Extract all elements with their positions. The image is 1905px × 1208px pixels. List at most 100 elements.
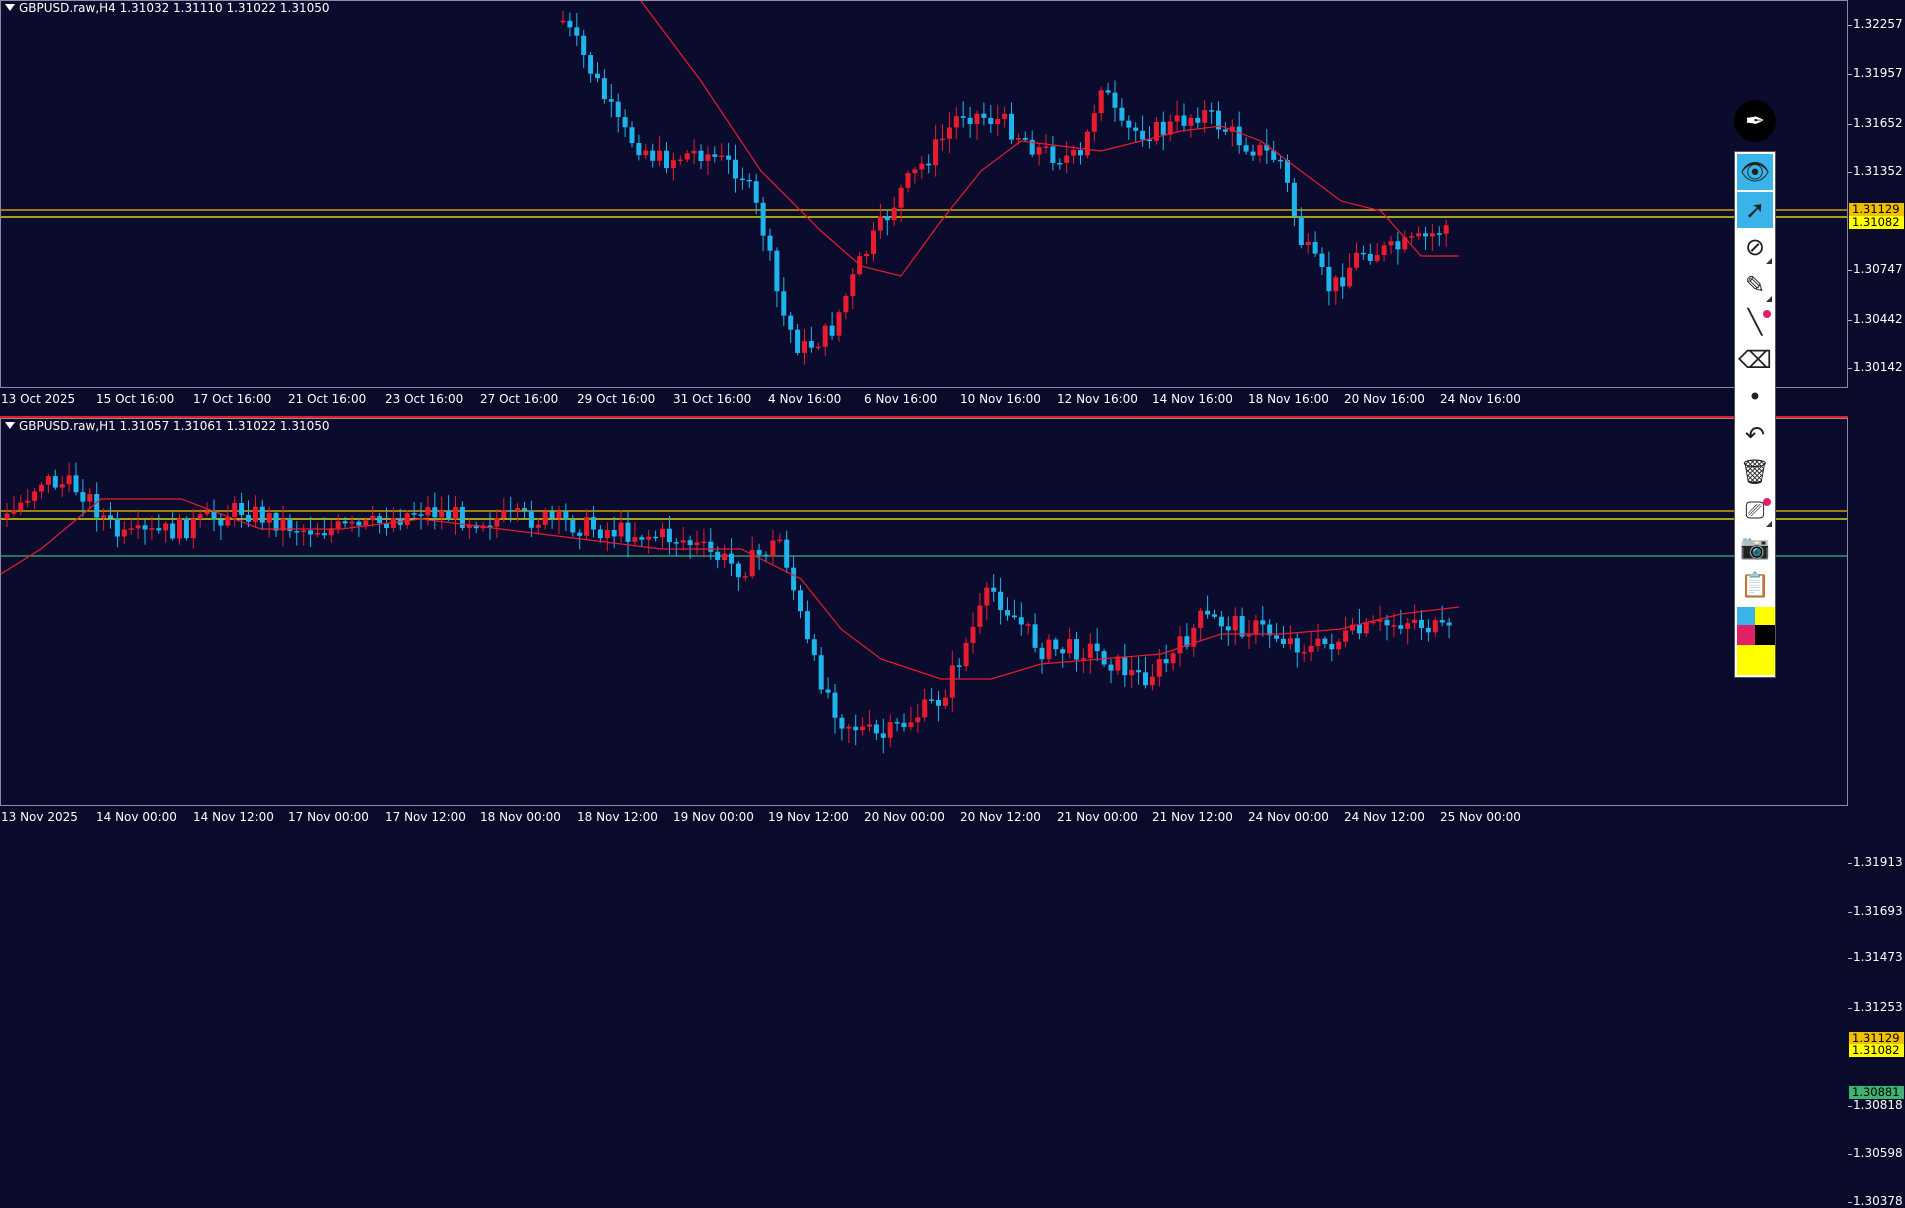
cursor-arrow-icon[interactable]: ➚: [1737, 191, 1773, 228]
candle: [763, 551, 769, 563]
pen-nib-logo-icon[interactable]: ✒: [1734, 100, 1776, 142]
candle: [995, 104, 1001, 137]
price-axis-label: 1.31913: [1853, 855, 1903, 869]
candle: [956, 658, 962, 680]
candle: [156, 514, 162, 534]
camera-icon[interactable]: 📷: [1740, 533, 1770, 561]
candle: [1225, 616, 1231, 646]
candle: [629, 121, 635, 148]
candle: [1391, 612, 1397, 638]
candle: [1446, 617, 1452, 639]
candle: [653, 530, 659, 542]
candle: [466, 519, 472, 540]
candle: [1119, 98, 1125, 127]
candle: [356, 518, 362, 538]
candle: [601, 69, 607, 104]
candle: [791, 556, 797, 600]
color-swatch[interactable]: [1755, 607, 1775, 627]
color-swatch[interactable]: [1737, 607, 1757, 627]
candle: [846, 723, 852, 743]
candle: [884, 209, 890, 236]
candle: [919, 156, 925, 179]
candle: [142, 519, 148, 545]
candle: [563, 503, 569, 532]
price-axis-label: 1.31473: [1853, 950, 1903, 964]
candle: [1212, 609, 1217, 619]
chart-pane-h1[interactable]: GBPUSD.raw,H1 1.31057 1.31061 1.31022 1.…: [0, 418, 1848, 806]
candle: [708, 528, 714, 560]
candle: [991, 574, 997, 602]
candle: [252, 495, 258, 528]
candle: [574, 13, 580, 46]
candle: [588, 51, 594, 83]
brush-size-dot-icon[interactable]: •: [1747, 383, 1763, 411]
candle: [873, 719, 879, 741]
candle: [825, 677, 831, 699]
candle: [404, 510, 410, 529]
candle: [487, 512, 493, 540]
candle: [698, 144, 704, 170]
time-axis-label: 24 Nov 12:00: [1344, 810, 1425, 824]
candle: [80, 478, 86, 517]
candle: [66, 462, 72, 493]
current-color-swatch[interactable]: [1737, 645, 1775, 675]
price-axis-tick: [1848, 912, 1852, 913]
candle: [1370, 615, 1376, 625]
color-swatch[interactable]: [1755, 625, 1775, 645]
eraser-icon[interactable]: ⌫: [1738, 345, 1772, 374]
candle: [1354, 242, 1359, 271]
candle: [622, 109, 628, 137]
line-tool-icon[interactable]: ╲: [1737, 304, 1773, 340]
candle: [1274, 623, 1280, 643]
pen-tool-icon[interactable]: ✎: [1737, 267, 1773, 303]
candle: [1232, 607, 1238, 645]
time-axis-h1[interactable]: 13 Nov 2025 14 Nov 00:00 14 Nov 12:00 17 No…: [0, 808, 1848, 828]
candle: [25, 489, 31, 508]
projector-icon[interactable]: ⎚: [1737, 492, 1773, 528]
collapse-triangle-icon[interactable]: [5, 4, 15, 11]
candle: [946, 111, 952, 154]
candle: [670, 152, 676, 181]
candle: [988, 104, 994, 133]
candle: [677, 155, 683, 166]
candle: [1360, 245, 1366, 261]
candle: [1264, 129, 1270, 164]
candle: [1388, 235, 1394, 255]
collapse-triangle-icon[interactable]: [5, 422, 15, 429]
eye-icon[interactable]: 👁: [1737, 154, 1773, 190]
price-axis-label: 1.30747: [1853, 262, 1903, 276]
trash-icon[interactable]: 🗑: [1739, 458, 1771, 486]
candle: [770, 529, 776, 566]
candlestick-chart-h4[interactable]: [1, 1, 1847, 387]
time-axis-label: 25 Nov 00:00: [1440, 810, 1521, 824]
time-axis-h4[interactable]: 13 Oct 2025 15 Oct 16:00 17 Oct 16:00 21 Oc…: [0, 390, 1848, 410]
candle: [515, 503, 521, 522]
candlestick-chart-h1[interactable]: [1, 419, 1847, 805]
candle: [942, 689, 948, 709]
candle: [701, 528, 707, 558]
candle: [753, 173, 759, 215]
candle: [453, 496, 458, 535]
candle: [687, 535, 693, 559]
pane-separator[interactable]: [0, 410, 1905, 416]
clipboard-icon[interactable]: 📋: [1740, 570, 1770, 599]
price-axis-label: 1.31957: [1853, 66, 1903, 80]
candle: [232, 496, 238, 527]
price-axis-h4[interactable]: 1.32257 1.31957 1.31652 1.31352 1.30747 1.304…: [1848, 0, 1905, 388]
candle: [1149, 664, 1155, 691]
candle: [936, 691, 941, 722]
candle: [963, 637, 969, 672]
candle: [912, 166, 918, 184]
chart-pane-h4[interactable]: GBPUSD.raw,H4 1.31032 1.31110 1.31022 1.…: [0, 0, 1848, 388]
candle: [832, 683, 838, 734]
crossed-circle-tool-icon[interactable]: ⊘: [1737, 229, 1773, 265]
color-swatch[interactable]: [1737, 625, 1757, 645]
symbol-ohlc-label: GBPUSD.raw,H4 1.31032 1.31110 1.31022 1.…: [19, 1, 330, 15]
candle: [694, 530, 700, 555]
price-axis-h1[interactable]: 1.31913 1.31693 1.31473 1.31253 1.30818 1.305…: [1848, 418, 1905, 1208]
undo-icon[interactable]: ↶: [1744, 420, 1766, 449]
candle: [798, 584, 803, 619]
candle: [1294, 633, 1300, 668]
time-axis-label: 21 Oct 16:00: [288, 392, 367, 406]
candle: [1009, 102, 1014, 144]
